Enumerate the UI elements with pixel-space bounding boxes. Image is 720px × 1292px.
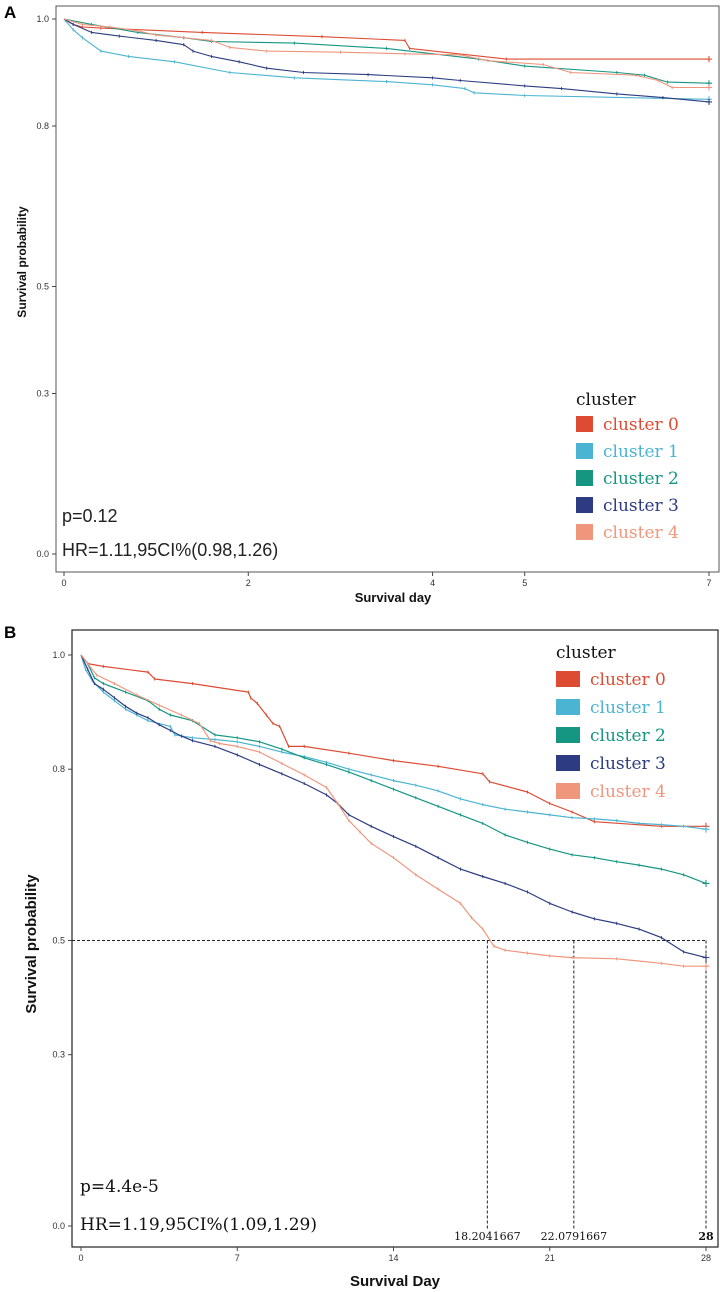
survival-curve-cluster-4 [63,18,709,89]
panel-a-chart: A 1.0 0.8 0.5 0.3 0.0 0 2 4 5 7 Survival day Surv… [4,3,720,605]
panel-a-x-axis-label: Survival day [355,590,432,605]
panel-a-hazard-ratio: HR=1.11,95CI%(0.98,1.26) [62,540,278,560]
legend-label: cluster 3 [590,754,666,774]
legend-swatch [576,470,593,486]
panel-b-x-axis-label: Survival Day [350,1273,441,1290]
panel-a-p-value: p=0.12 [62,506,118,526]
y-tick-label: 0.0 [36,549,49,559]
x-tick-label: 0 [78,1253,83,1263]
survival-curve-cluster-1 [63,18,710,100]
legend-label: cluster 1 [603,442,679,462]
x-tick-label: 5 [522,578,527,588]
panel-a-ticks: 1.0 0.8 0.5 0.3 0.0 0 2 4 5 7 [36,14,711,588]
panel-b-ticks: 1.0 0.8 0.5 0.3 0.0 0 7 14 21 28 [52,650,711,1263]
median-value-label: 28 [698,1230,714,1243]
panel-a-legend-title: cluster [576,390,637,410]
panel-b-median-labels: 18.2041667 22.0791667 28 [454,1230,714,1243]
legend-label: cluster 4 [603,523,679,543]
legend-label: cluster 1 [590,698,666,718]
x-tick-label: 28 [701,1253,711,1263]
legend-label: cluster 2 [603,469,679,489]
y-tick-label: 0.8 [36,121,49,131]
legend-swatch [556,755,580,771]
x-tick-label: 4 [430,578,435,588]
panel-a-series [63,18,712,105]
panel-a-frame [55,5,720,573]
end-censor-cross [706,56,712,63]
legend-label: cluster 0 [590,670,666,690]
end-censor-cross [702,962,710,970]
legend-label: cluster 3 [603,496,679,516]
median-value-label: 22.0791667 [541,1230,607,1243]
panel-a-y-axis-label: Survival probability [15,206,29,318]
panel-b-legend-entries: cluster 0 cluster 1 cluster 2 cluster 3 clus… [556,670,666,802]
panel-b-y-axis-label: Survival probability [23,874,40,1014]
survival-curve-cluster-0 [63,18,709,60]
panel-b-frame [71,629,719,1248]
x-tick-label: 0 [61,578,66,588]
y-tick-label: 0.0 [52,1221,65,1231]
panel-b-series [80,654,710,970]
x-tick-label: 2 [246,578,251,588]
legend-swatch [576,524,593,540]
legend-label: cluster 0 [603,415,679,435]
panel-b-hazard-ratio: HR=1.19,95CI%(1.09,1.29) [80,1215,317,1235]
y-tick-label: 1.0 [36,14,49,24]
x-tick-label: 7 [706,578,711,588]
x-tick-label: 7 [235,1253,240,1263]
end-censor-cross [702,954,710,962]
panel-b-chart: B 1.0 0.8 0.5 0.3 0.0 0 7 14 21 28 Survival Day S… [4,623,719,1290]
y-tick-label: 0.3 [36,389,49,399]
y-tick-label: 0.8 [52,764,65,774]
legend-label: cluster 4 [590,782,666,802]
end-censor-cross [702,879,710,887]
survival-curve-cluster-1 [80,654,707,830]
survival-curve-cluster-4 [80,654,706,967]
panel-a-label: A [4,3,16,22]
y-tick-label: 1.0 [52,650,65,660]
legend-swatch [556,783,580,799]
legend-swatch [556,699,580,715]
panel-a-legend-entries: cluster 0 cluster 1 cluster 2 cluster 3 clus… [576,415,679,543]
end-censor-cross [706,84,712,91]
legend-label: cluster 2 [590,726,666,746]
median-value-label: 18.2041667 [454,1230,520,1243]
panel-b-p-value: p=4.4e-5 [80,1177,159,1197]
panel-b-label: B [4,623,16,642]
x-tick-label: 14 [388,1253,398,1263]
legend-swatch [576,497,593,513]
y-tick-label: 0.5 [52,936,65,946]
legend-swatch [556,727,580,743]
survival-curve-cluster-3 [80,654,707,959]
legend-swatch [556,671,580,687]
legend-swatch [576,443,593,459]
panel-b-median-lines [72,940,707,1229]
x-tick-label: 21 [545,1253,555,1263]
legend-swatch [576,416,593,432]
end-censor-cross [706,98,712,105]
y-tick-label: 0.3 [52,1050,65,1060]
end-censor-cross [702,825,710,833]
survival-curve-cluster-2 [80,654,707,884]
y-tick-label: 0.5 [36,282,49,292]
survival-curve-cluster-2 [63,18,710,84]
panel-b-legend-title: cluster [556,643,617,663]
